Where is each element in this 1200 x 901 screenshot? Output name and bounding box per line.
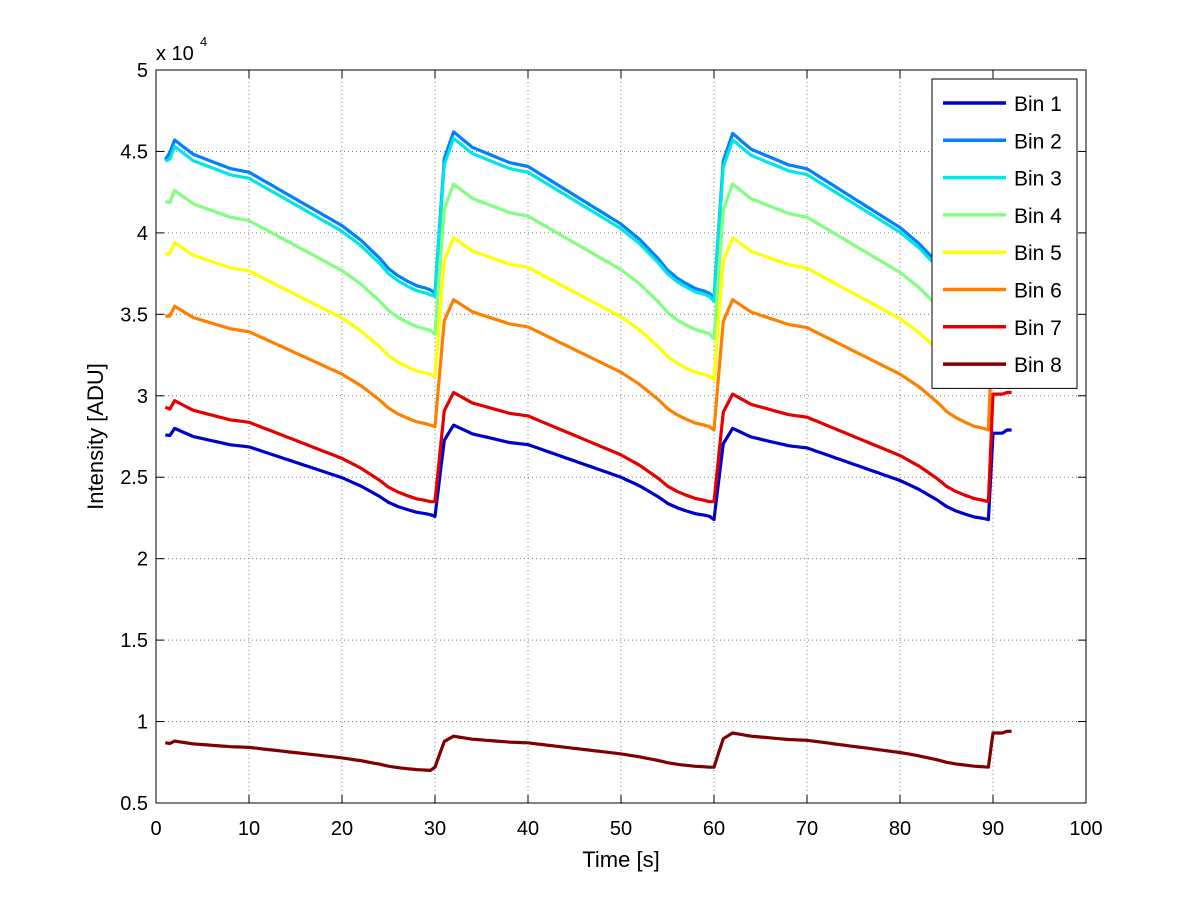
axis-ticks: 0 10 20 30 40 50 60 70 80 90 100 0.5 1 1.5 2 2.5 3 3.5 4 4.… xyxy=(120,60,1103,840)
y-tick-label: 5 xyxy=(137,60,148,82)
legend-label: Bin 8 xyxy=(1014,354,1062,377)
series-line xyxy=(164,390,1012,504)
y-multiplier: x 10 4 xyxy=(156,34,207,65)
x-tick-label: 80 xyxy=(889,818,911,840)
y-multiplier-base: x 10 xyxy=(156,43,194,65)
legend-label: Bin 3 xyxy=(1014,168,1062,191)
y-tick-label: 1.5 xyxy=(120,630,148,652)
x-tick-label: 20 xyxy=(331,818,353,840)
x-tick-label: 90 xyxy=(982,818,1004,840)
series-line xyxy=(165,298,1012,432)
y-tick-label: 3.5 xyxy=(120,304,148,326)
y-multiplier-exponent: 4 xyxy=(200,34,207,49)
x-tick-label: 40 xyxy=(517,818,539,840)
series-line xyxy=(165,423,1012,522)
legend-label: Bin 1 xyxy=(1014,93,1062,116)
series-lines xyxy=(163,130,1012,772)
y-axis-label: Intensity [ADU] xyxy=(83,363,108,510)
x-tick-label: 70 xyxy=(796,818,818,840)
x-tick-label: 10 xyxy=(238,818,260,840)
series-line xyxy=(165,182,1012,341)
legend-box xyxy=(931,78,1078,389)
x-tick-label: 30 xyxy=(424,818,446,840)
x-tick-label: 0 xyxy=(150,818,161,840)
x-axis-label: Time [s] xyxy=(582,847,659,872)
series-line xyxy=(163,130,1012,300)
legend: Bin 1 Bin 2 Bin 3 Bin 4 Bin 5 Bin 6 Bin 7 Bin 8 xyxy=(931,78,1078,389)
y-tick-label: 2 xyxy=(137,549,148,571)
x-tick-label: 50 xyxy=(610,818,632,840)
legend-label: Bin 5 xyxy=(1014,242,1062,265)
legend-label: Bin 6 xyxy=(1014,280,1062,303)
y-tick-label: 2.5 xyxy=(120,467,148,489)
x-tick-label: 60 xyxy=(703,818,725,840)
y-tick-label: 4.5 xyxy=(120,141,148,163)
series-line xyxy=(165,236,1012,382)
legend-label: Bin 4 xyxy=(1014,205,1062,228)
series-line xyxy=(164,136,1012,303)
y-tick-label: 1 xyxy=(137,712,148,734)
series-line xyxy=(165,729,1012,772)
x-tick-label: 100 xyxy=(1069,818,1102,840)
legend-label: Bin 7 xyxy=(1014,317,1062,340)
y-tick-label: 4 xyxy=(137,223,148,245)
y-tick-label: 0.5 xyxy=(120,793,148,815)
y-tick-label: 3 xyxy=(137,386,148,408)
legend-label: Bin 2 xyxy=(1014,130,1062,153)
